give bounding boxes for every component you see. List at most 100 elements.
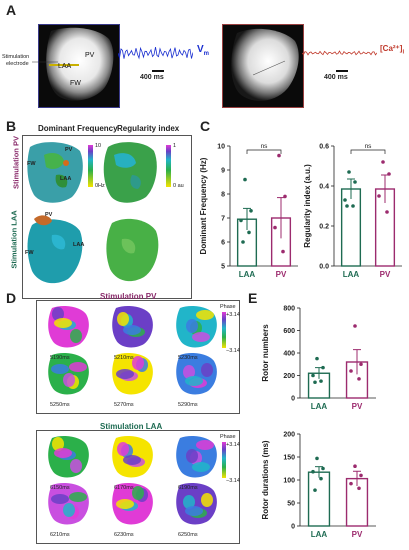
phase-region bbox=[51, 364, 69, 374]
data-point bbox=[387, 172, 391, 176]
phase-region bbox=[123, 455, 141, 465]
y-tick-label: 5 bbox=[221, 264, 225, 271]
phase-region bbox=[51, 494, 69, 504]
b-laa-label-1: LAA bbox=[60, 176, 72, 182]
phase-colorbar bbox=[222, 312, 226, 348]
phase-map bbox=[112, 483, 153, 525]
phase-map bbox=[176, 306, 217, 348]
data-point bbox=[311, 469, 315, 474]
phase-region bbox=[123, 325, 141, 335]
significance-bracket bbox=[350, 149, 386, 154]
bar-laa bbox=[307, 471, 331, 527]
y-tick-label: 9 bbox=[221, 168, 225, 175]
ri-scale-max: 1 bbox=[173, 143, 177, 149]
phase-region bbox=[70, 459, 82, 473]
ca-trace bbox=[302, 50, 377, 56]
panel-letter-e: E bbox=[248, 290, 258, 306]
df-scale-min: 0Hz bbox=[95, 183, 105, 189]
d-phase-label-1: Phase bbox=[220, 304, 236, 310]
phase-region bbox=[192, 462, 210, 472]
data-point bbox=[239, 218, 243, 223]
panel-letter-d: D bbox=[6, 290, 17, 306]
phase-map bbox=[176, 436, 217, 478]
d-time-3: 5230ms bbox=[178, 355, 198, 361]
df-map-laa bbox=[27, 219, 83, 284]
d-time-9: 6190ms bbox=[178, 485, 198, 491]
phase-region bbox=[54, 448, 72, 458]
data-point bbox=[315, 456, 319, 461]
chart-rotor-durations: 0 50 100 150 200 Rotor durations (ms) LAA PV bbox=[261, 432, 376, 539]
df-scale-max: 10 bbox=[95, 143, 102, 149]
y-tick-label: 6 bbox=[221, 240, 225, 247]
data-point bbox=[249, 209, 253, 213]
phase-region bbox=[70, 329, 82, 343]
data-point bbox=[343, 198, 347, 202]
electrode-pointer-line bbox=[32, 61, 58, 63]
data-point bbox=[311, 373, 315, 378]
data-point bbox=[283, 194, 287, 199]
y-axis-label: Rotor numbers bbox=[261, 324, 270, 382]
data-point bbox=[377, 194, 381, 198]
phase-region bbox=[201, 493, 213, 507]
d-time-6: 5290ms bbox=[178, 402, 198, 408]
b-laa-label-2: LAA bbox=[73, 242, 85, 248]
b-fw-label-1: FW bbox=[27, 161, 36, 167]
y-axis-label: Rotor durations (ms) bbox=[261, 440, 270, 519]
x-tick-label-pv: PV bbox=[380, 270, 391, 279]
phase-map bbox=[112, 353, 153, 395]
y-tick-label: 0 bbox=[291, 396, 295, 403]
x-tick-label-pv: PV bbox=[352, 402, 363, 411]
vm-trace bbox=[118, 46, 193, 60]
data-point bbox=[277, 153, 281, 158]
vm-label: Vm bbox=[197, 44, 210, 57]
vm-scale-label: 400 ms bbox=[140, 74, 164, 81]
phase-region bbox=[69, 492, 87, 502]
label-a-fw: FW bbox=[70, 80, 81, 87]
b-col2-title: Regularity index bbox=[117, 124, 180, 133]
significance-label: ns bbox=[365, 143, 373, 150]
chart-rotor-numbers: 0 200 400 600 800 Rotor numbers LAA PV bbox=[261, 306, 376, 411]
data-point bbox=[353, 464, 357, 468]
panel-letter-c: C bbox=[200, 118, 211, 134]
d-phase-max-2: +3.14 bbox=[226, 442, 240, 448]
d-phase-label-2: Phase bbox=[220, 434, 236, 440]
data-point bbox=[313, 488, 317, 492]
b-pv-label-2: PV bbox=[45, 212, 53, 218]
b-col1-title: Dominant Frequency bbox=[38, 124, 118, 133]
y-tick-label: 10 bbox=[217, 144, 225, 151]
significance-label: ns bbox=[261, 143, 269, 150]
data-point bbox=[321, 466, 325, 471]
d-time-12: 6250ms bbox=[178, 532, 198, 538]
data-point bbox=[319, 379, 323, 383]
data-point bbox=[321, 365, 325, 370]
df-colorbar bbox=[88, 145, 93, 187]
chart-dominant-frequency: 5 6 7 8 9 10 Dominant Frequency (Hz) LAA PV ns bbox=[199, 143, 298, 279]
ri-map-pv bbox=[103, 142, 157, 203]
panel-letter-b: B bbox=[6, 118, 17, 134]
y-tick-label: 100 bbox=[283, 478, 295, 485]
d-time-7: 6150ms bbox=[50, 485, 70, 491]
y-axis-label: Dominant Frequency (Hz) bbox=[199, 157, 208, 254]
phase-region bbox=[63, 503, 75, 517]
data-point bbox=[315, 356, 319, 361]
phase-region bbox=[116, 369, 134, 379]
data-point bbox=[347, 170, 351, 174]
d-group2-maps bbox=[48, 436, 226, 525]
label-a-laa: LAA bbox=[58, 63, 72, 70]
chart-regularity-index: 0.0 0.2 0.4 0.6 Regularity index (a.u.) LAA PV… bbox=[303, 143, 402, 279]
data-point bbox=[353, 180, 357, 184]
phase-region bbox=[183, 495, 195, 509]
d-group2-title: Stimulation LAA bbox=[100, 422, 163, 431]
phase-region bbox=[186, 449, 198, 463]
phase-map bbox=[112, 306, 153, 348]
significance-bracket bbox=[246, 149, 282, 154]
d-phase-min-1: −3.14 bbox=[226, 348, 240, 354]
phase-map bbox=[176, 483, 217, 525]
data-point bbox=[353, 324, 357, 328]
phase-map bbox=[48, 436, 89, 478]
d-time-8: 6170ms bbox=[114, 485, 134, 491]
y-tick-label: 0 bbox=[291, 524, 295, 531]
df-map-pv bbox=[27, 142, 83, 203]
ca-scale-label: 400 ms bbox=[324, 74, 348, 81]
phase-region bbox=[69, 362, 87, 372]
